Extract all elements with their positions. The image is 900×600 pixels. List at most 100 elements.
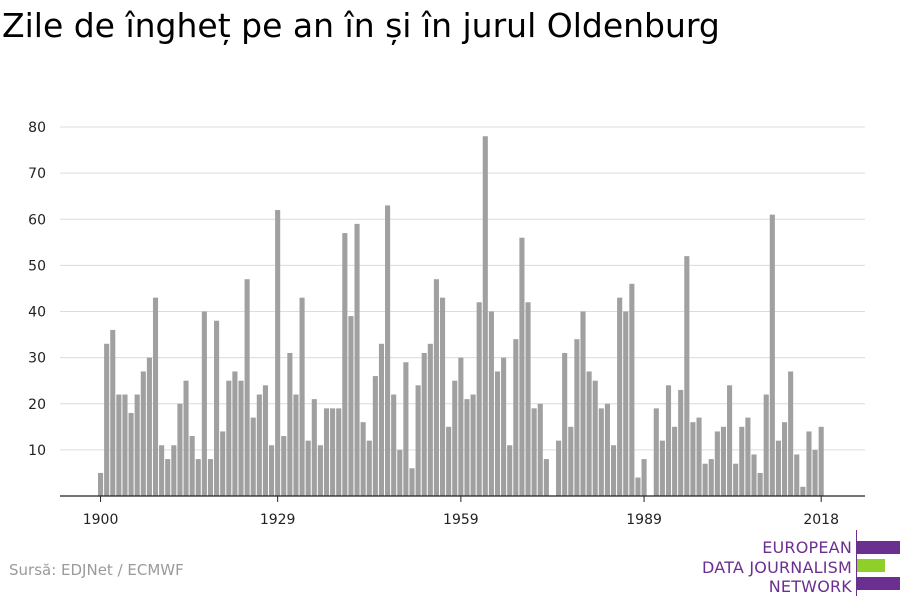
bar-1991 bbox=[653, 408, 659, 496]
bar-1926 bbox=[256, 394, 262, 496]
bar-1903 bbox=[116, 394, 122, 496]
bar-2011 bbox=[775, 440, 781, 496]
bar-1987 bbox=[629, 283, 635, 496]
x-tick-label: 1959 bbox=[443, 512, 479, 528]
bar-2005 bbox=[739, 426, 745, 496]
bar-1944 bbox=[366, 440, 372, 496]
bar-1913 bbox=[177, 403, 183, 496]
bar-1902 bbox=[110, 329, 116, 496]
bar-1947 bbox=[385, 205, 391, 496]
chart-title: Zile de îngheț pe an în și în jurul Olde… bbox=[2, 6, 720, 45]
bar-1910 bbox=[159, 445, 165, 496]
bar-1973 bbox=[543, 459, 549, 496]
x-tick-label: 1929 bbox=[260, 512, 296, 528]
y-tick-label: 30 bbox=[28, 351, 46, 367]
bar-1985 bbox=[617, 297, 623, 496]
bar-1961 bbox=[470, 394, 476, 496]
bar-1904 bbox=[122, 394, 128, 496]
bar-2003 bbox=[727, 385, 733, 496]
x-axis-ticks: 1900 1929 1959 1989 2018 bbox=[83, 496, 839, 528]
bar-1963 bbox=[482, 136, 488, 497]
bar-1951 bbox=[409, 468, 415, 496]
bar-1979 bbox=[580, 311, 586, 496]
bar-1977 bbox=[568, 426, 574, 496]
bar-1980 bbox=[586, 371, 592, 496]
logo-divider bbox=[856, 530, 857, 596]
bar-2012 bbox=[781, 422, 788, 496]
bar-1915 bbox=[189, 436, 195, 496]
bar-1905 bbox=[128, 412, 134, 496]
bar-2010 bbox=[769, 214, 775, 496]
bar-1968 bbox=[513, 339, 519, 496]
bar-1959 bbox=[458, 357, 464, 497]
bar-1925 bbox=[250, 417, 256, 496]
bar-1948 bbox=[391, 394, 397, 496]
bar-2014 bbox=[794, 454, 800, 496]
bar-1972 bbox=[537, 403, 543, 496]
bar-1992 bbox=[659, 440, 665, 496]
bar-1950 bbox=[403, 362, 409, 496]
bar-1930 bbox=[281, 436, 287, 496]
bar-2016 bbox=[806, 431, 812, 496]
bar-1922 bbox=[232, 371, 238, 496]
bar-1984 bbox=[610, 445, 617, 496]
logo-bar-green bbox=[857, 559, 885, 572]
bar-1978 bbox=[574, 339, 580, 496]
bar-1929 bbox=[275, 210, 281, 496]
bar-1921 bbox=[226, 380, 232, 496]
bar-2013 bbox=[788, 371, 794, 496]
bar-1909 bbox=[152, 297, 159, 496]
bar-1931 bbox=[287, 353, 293, 496]
bar-series bbox=[98, 136, 824, 497]
bar-1952 bbox=[415, 385, 421, 496]
bar-1923 bbox=[238, 380, 244, 496]
logo-text: EUROPEAN DATA JOURNALISM NETWORK bbox=[702, 538, 852, 597]
y-tick-label: 40 bbox=[28, 305, 46, 321]
bar-1957 bbox=[446, 426, 452, 496]
bar-2009 bbox=[763, 394, 769, 496]
bar-1927 bbox=[262, 385, 268, 496]
bar-1956 bbox=[439, 297, 446, 496]
bar-1988 bbox=[635, 477, 641, 496]
bar-2018 bbox=[818, 426, 824, 496]
bar-1965 bbox=[494, 371, 501, 496]
bar-1934 bbox=[305, 440, 311, 496]
bar-1940 bbox=[342, 233, 348, 496]
bar-1960 bbox=[464, 399, 470, 496]
bar-1998 bbox=[696, 417, 702, 496]
bar-1967 bbox=[507, 445, 513, 496]
bar-1966 bbox=[501, 357, 507, 497]
y-tick-label: 80 bbox=[28, 120, 46, 136]
bar-1955 bbox=[433, 279, 439, 496]
bar-1919 bbox=[214, 320, 220, 496]
source-note: Sursă: EDJNet / ECMWF bbox=[9, 561, 184, 579]
bar-1997 bbox=[690, 422, 696, 496]
bar-1912 bbox=[171, 445, 177, 496]
bar-2002 bbox=[720, 426, 727, 496]
bar-2015 bbox=[800, 486, 806, 496]
logo-bar-purple-top bbox=[857, 541, 900, 554]
bar-2017 bbox=[812, 449, 818, 497]
x-tick-label: 2018 bbox=[803, 512, 839, 528]
edjnet-logo: EUROPEAN DATA JOURNALISM NETWORK bbox=[700, 530, 900, 596]
bar-1918 bbox=[207, 459, 214, 496]
bar-1994 bbox=[672, 426, 678, 496]
bar-1907 bbox=[140, 371, 146, 496]
bar-1993 bbox=[665, 385, 672, 496]
bar-1935 bbox=[311, 399, 317, 496]
bar-1996 bbox=[684, 256, 690, 496]
bar-1914 bbox=[183, 380, 189, 496]
logo-line-2: DATA JOURNALISM bbox=[702, 557, 852, 577]
bar-1901 bbox=[104, 343, 110, 496]
bar-1908 bbox=[146, 357, 152, 497]
bar-1911 bbox=[165, 459, 171, 496]
bar-1954 bbox=[427, 343, 433, 496]
bar-1916 bbox=[195, 459, 201, 496]
bar-1976 bbox=[562, 353, 568, 496]
logo-bar-purple-bottom bbox=[857, 577, 900, 590]
bar-1933 bbox=[299, 297, 305, 496]
bar-2000 bbox=[708, 459, 714, 496]
bar-1971 bbox=[531, 408, 537, 496]
y-tick-label: 60 bbox=[28, 212, 46, 228]
